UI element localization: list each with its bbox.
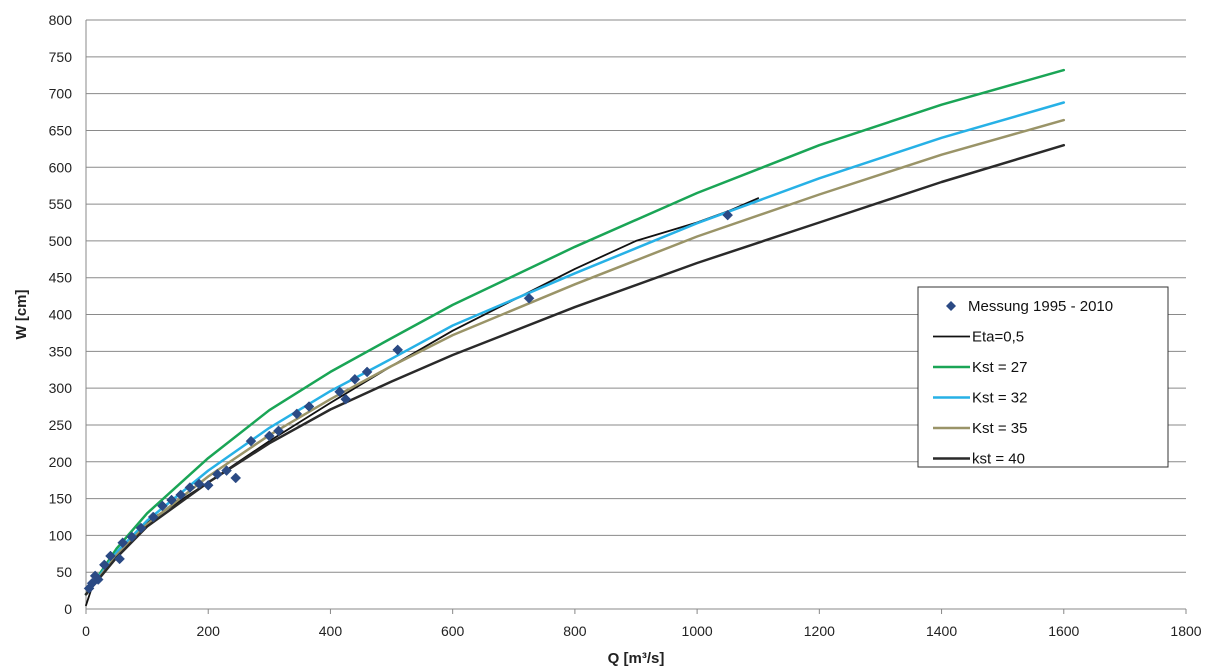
y-tick-label: 650 bbox=[49, 122, 73, 138]
legend-label-kst-35: Kst = 35 bbox=[972, 420, 1027, 437]
series-line-kst-32 bbox=[84, 101, 1066, 596]
data-point-messung-1995-2010 bbox=[221, 465, 232, 476]
legend-box bbox=[917, 286, 1169, 468]
legend-label-kst-40: kst = 40 bbox=[972, 451, 1025, 468]
data-point-messung-1995-2010 bbox=[291, 408, 303, 420]
data-point-messung-1995-2010 bbox=[202, 479, 214, 491]
data-point-messung-1995-2010 bbox=[105, 550, 116, 562]
x-axis-title: Q [m³/s] bbox=[608, 650, 665, 667]
data-point-messung-1995-2010 bbox=[175, 489, 187, 501]
data-point-messung-1995-2010 bbox=[334, 386, 345, 398]
data-point-messung-1995-2010 bbox=[157, 500, 168, 512]
data-point-messung-1995-2010 bbox=[135, 522, 147, 534]
data-point-messung-1995-2010 bbox=[263, 430, 275, 442]
x-tick-label: 1600 bbox=[1048, 623, 1079, 639]
y-tick-labels: 0 50 100 150 200 250 300 350 400 450 500 550 600 650 7… bbox=[49, 12, 73, 617]
x-tick-label: 1400 bbox=[926, 623, 957, 639]
legend-label-kst-32: Kst = 32 bbox=[972, 390, 1027, 407]
x-tick-label: 600 bbox=[441, 623, 465, 639]
data-point-messung-1995-2010 bbox=[98, 559, 110, 571]
y-tick-label: 250 bbox=[49, 417, 73, 433]
y-tick-label: 750 bbox=[49, 49, 73, 65]
data-point-messung-1995-2010 bbox=[349, 373, 361, 385]
axes bbox=[85, 20, 1187, 614]
data-point-messung-1995-2010 bbox=[166, 494, 177, 506]
data-point-messung-1995-2010 bbox=[184, 482, 196, 493]
data-point-messung-1995-2010 bbox=[92, 574, 104, 585]
series-line-kst-40 bbox=[84, 143, 1066, 596]
data-point-messung-1995-2010 bbox=[230, 472, 242, 484]
y-tick-label: 700 bbox=[49, 86, 73, 102]
x-tick-label: 200 bbox=[197, 623, 221, 639]
gridlines bbox=[86, 19, 1186, 573]
x-tick-label: 1800 bbox=[1170, 623, 1201, 639]
legend-swatch-messung-1995-2010 bbox=[946, 301, 956, 311]
y-tick-label: 600 bbox=[49, 159, 73, 175]
y-tick-label: 450 bbox=[49, 270, 73, 286]
data-point-messung-1995-2010 bbox=[523, 292, 535, 304]
y-tick-label: 200 bbox=[49, 454, 73, 470]
x-tick-label: 0 bbox=[82, 623, 90, 639]
legend-label-kst-27: Kst = 27 bbox=[972, 359, 1027, 376]
y-tick-label: 150 bbox=[49, 491, 73, 507]
y-tick-label: 300 bbox=[49, 380, 73, 396]
data-point-messung-1995-2010 bbox=[212, 468, 223, 480]
legend-label-messung-1995-2010: Messung 1995 - 2010 bbox=[968, 298, 1113, 315]
y-tick-label: 550 bbox=[49, 196, 73, 212]
data-point-messung-1995-2010 bbox=[273, 425, 284, 437]
data-point-messung-1995-2010 bbox=[303, 401, 315, 412]
series-line-kst-27 bbox=[84, 68, 1066, 596]
x-tick-label: 800 bbox=[563, 623, 587, 639]
legend: Messung 1995 - 2010 Eta=0,5 Kst = 27 Kst = … bbox=[917, 286, 1169, 468]
plot-area bbox=[83, 68, 1066, 607]
x-tick-label: 400 bbox=[319, 623, 343, 639]
data-point-messung-1995-2010 bbox=[117, 537, 129, 549]
legend-label-eta-0-5: Eta=0,5 bbox=[972, 329, 1024, 346]
x-tick-label: 1000 bbox=[682, 623, 713, 639]
data-point-messung-1995-2010 bbox=[193, 478, 205, 490]
data-point-messung-1995-2010 bbox=[340, 393, 352, 405]
y-tick-label: 500 bbox=[49, 233, 73, 249]
data-point-messung-1995-2010 bbox=[114, 553, 125, 565]
y-tick-label: 800 bbox=[49, 12, 73, 28]
series-line-eta-0-5 bbox=[85, 197, 760, 607]
y-tick-label: 0 bbox=[64, 601, 72, 617]
y-axis-title: W [cm] bbox=[13, 290, 30, 340]
y-tick-label: 400 bbox=[49, 307, 73, 323]
data-point-messung-1995-2010 bbox=[722, 209, 734, 221]
data-point-messung-1995-2010 bbox=[126, 531, 138, 543]
x-tick-label: 1200 bbox=[804, 623, 835, 639]
data-point-messung-1995-2010 bbox=[392, 344, 404, 356]
series-line-kst-35 bbox=[84, 118, 1066, 596]
data-point-messung-1995-2010 bbox=[147, 511, 159, 523]
data-point-messung-1995-2010 bbox=[245, 435, 257, 447]
y-tick-label: 100 bbox=[49, 527, 73, 543]
x-tick-labels: 0 200 400 600 800 1000 1200 1400 1600 1800 bbox=[82, 623, 1202, 639]
data-point-messung-1995-2010 bbox=[361, 366, 373, 378]
y-tick-label: 50 bbox=[56, 564, 72, 580]
y-tick-label: 350 bbox=[49, 343, 73, 359]
